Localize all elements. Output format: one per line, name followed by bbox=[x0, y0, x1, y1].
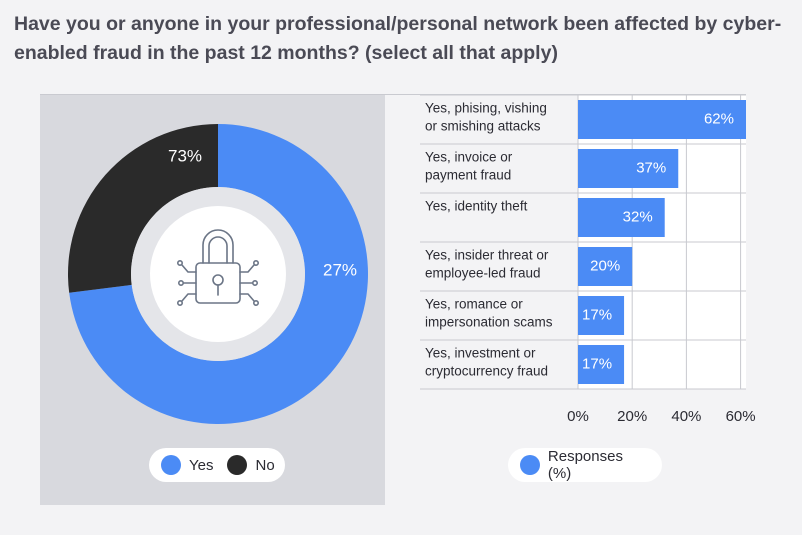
bar-value-label: 37% bbox=[636, 159, 666, 176]
category-label: or smishing attacks bbox=[425, 119, 541, 134]
category-label: cryptocurrency fraud bbox=[425, 364, 548, 379]
bar-chart: 0% 20% 40% 60% 62% Yes, phising, vishing or sm… bbox=[420, 94, 756, 425]
bar bbox=[578, 149, 679, 188]
donut-legend: Yes No bbox=[149, 448, 285, 482]
bar-value-label: 32% bbox=[623, 208, 653, 225]
x-tick-label: 60% bbox=[726, 408, 756, 425]
bar-legend: Responses (%) bbox=[508, 448, 662, 482]
bar bbox=[578, 247, 633, 286]
bar bbox=[578, 100, 746, 139]
bar bbox=[578, 296, 625, 335]
category-label: Yes, insider threat or bbox=[425, 248, 549, 263]
category-label: impersonation scams bbox=[425, 315, 553, 330]
donut-center bbox=[150, 206, 286, 342]
legend-swatch-no bbox=[227, 455, 248, 475]
chart-title: Have you or anyone in your professional/… bbox=[14, 13, 782, 64]
bar bbox=[578, 198, 665, 237]
bar-value-label: 17% bbox=[582, 355, 612, 372]
legend-label-responses: Responses (%) bbox=[547, 448, 623, 482]
padlock-circuit-icon bbox=[177, 229, 260, 306]
top-divider bbox=[40, 94, 746, 95]
legend-item-no: No bbox=[227, 455, 275, 475]
legend-label-no: No bbox=[255, 456, 275, 474]
legend-item-responses: Responses (%) bbox=[520, 448, 650, 482]
donut-slice-no bbox=[67, 124, 218, 293]
legend-swatch-yes bbox=[161, 455, 181, 475]
donut-chart: 73% 27% bbox=[67, 124, 368, 425]
category-label: employee-led fraud bbox=[425, 266, 541, 281]
legend-swatch-responses bbox=[520, 455, 540, 475]
bar-value-label: 62% bbox=[704, 110, 734, 127]
x-tick-label: 20% bbox=[617, 408, 647, 425]
x-tick-label: 0% bbox=[567, 408, 589, 425]
x-tick-label: 40% bbox=[671, 408, 701, 425]
bar-value-label: 17% bbox=[582, 306, 612, 323]
legend-item-yes: Yes bbox=[161, 455, 213, 475]
donut-label-no: 27% bbox=[323, 260, 357, 279]
bar bbox=[578, 345, 625, 384]
bar-value-label: 20% bbox=[590, 257, 620, 274]
legend-label-yes: Yes bbox=[189, 456, 214, 474]
donut-label-yes: 73% bbox=[168, 146, 202, 165]
category-label: payment fraud bbox=[425, 168, 511, 183]
category-label: Yes, identity theft bbox=[425, 199, 528, 214]
category-label: Yes, invoice or bbox=[425, 150, 513, 165]
donut-slice-yes bbox=[69, 124, 368, 425]
category-label: Yes, investment or bbox=[425, 346, 536, 361]
category-label: Yes, phising, vishing bbox=[425, 101, 547, 116]
category-label: Yes, romance or bbox=[425, 297, 523, 312]
